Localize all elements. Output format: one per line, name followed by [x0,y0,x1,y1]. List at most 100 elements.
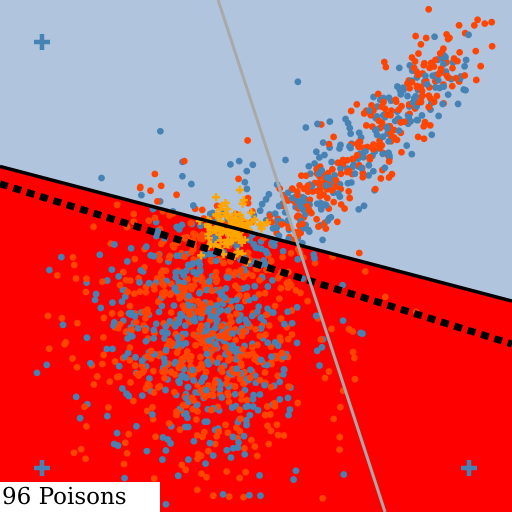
data-point [198,275,206,282]
data-point [82,455,89,463]
data-point [263,311,270,319]
center-marker [33,459,50,476]
data-point [262,331,270,339]
data-point [226,313,234,321]
poison-point [255,220,264,229]
data-point [257,314,265,322]
data-point [369,167,377,175]
data-point [385,149,392,157]
data-point [104,403,112,411]
data-point [72,275,80,282]
data-point [98,278,106,286]
data-point [292,467,300,475]
data-point [218,322,226,330]
data-point [285,383,293,390]
data-point [197,452,205,460]
data-point [188,285,195,293]
data-point [173,408,180,416]
data-point [83,334,91,342]
data-point [351,354,358,362]
data-point [151,170,159,178]
data-point [332,176,340,184]
data-point [383,111,391,119]
data-point [256,376,264,384]
data-point [123,449,131,457]
data-point [204,447,212,455]
data-point [334,159,342,167]
data-point [128,332,136,340]
data-point [211,440,219,448]
data-point [173,191,180,199]
data-point [193,486,201,494]
data-point [365,161,373,169]
data-point [45,266,53,274]
data-point [92,290,100,298]
data-point [377,175,385,182]
data-point [58,314,66,322]
data-point [330,415,338,423]
data-point [43,361,51,369]
data-point [388,107,395,115]
data-point [218,364,226,372]
data-point [192,231,199,239]
data-point [188,248,195,256]
data-point [185,308,192,316]
data-point [201,418,209,426]
data-point [117,310,125,318]
data-point [229,330,237,337]
data-point [164,329,171,337]
data-point [96,251,104,259]
data-point [257,492,264,500]
data-point [205,250,213,258]
data-point [392,96,400,104]
data-point [452,74,460,82]
data-point [284,394,292,402]
data-point [336,403,344,411]
data-point [124,288,132,296]
data-point [91,296,99,304]
data-point [229,433,237,441]
data-point [347,130,355,138]
data-point [353,100,361,108]
data-point [408,78,416,86]
data-point [456,48,464,56]
data-point [207,312,215,320]
data-point [115,362,123,370]
data-point [261,369,269,376]
data-point [247,436,255,444]
data-point [87,359,94,367]
data-point [242,351,250,359]
data-point [264,422,271,430]
data-point [189,366,196,374]
data-point [253,452,261,460]
data-point [360,110,368,117]
data-point [359,173,367,181]
data-point [261,411,269,419]
data-point [288,319,296,327]
data-point [108,266,116,274]
data-point [271,338,279,346]
data-point [106,378,114,386]
data-point [252,325,260,333]
data-point [145,279,153,287]
data-point [349,155,357,163]
data-point [197,470,205,478]
data-point [156,127,164,135]
data-point [419,92,426,99]
poison-point [223,240,232,249]
data-point [269,309,277,316]
data-point [415,50,422,57]
data-point [305,162,313,170]
data-point [228,404,236,411]
data-point [454,100,462,108]
data-point [227,355,235,362]
data-point [488,42,496,50]
data-point [397,119,405,126]
data-point [201,393,209,401]
data-point [155,308,163,316]
data-point [166,211,173,219]
data-point [132,318,140,326]
data-point [152,232,160,240]
data-point [326,118,334,126]
data-point [185,302,193,310]
